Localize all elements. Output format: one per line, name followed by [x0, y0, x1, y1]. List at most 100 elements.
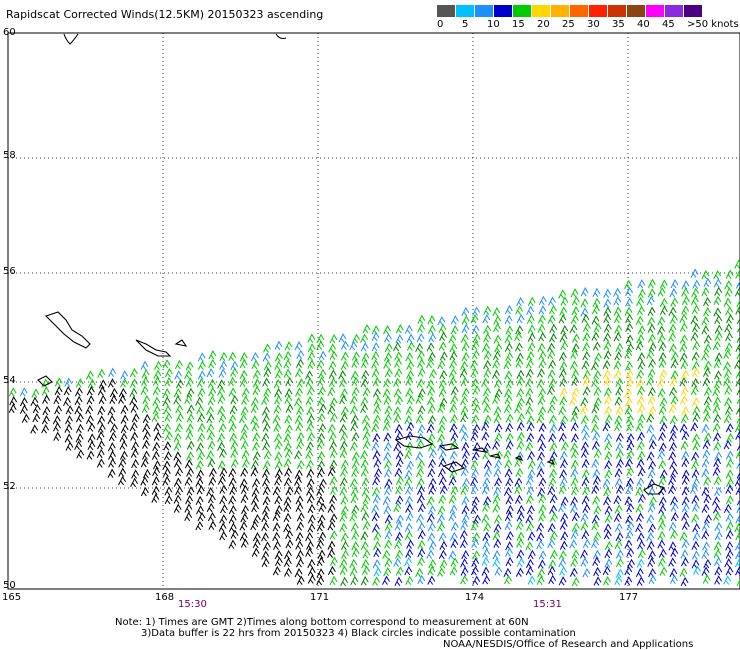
wind-barb — [219, 467, 228, 477]
wind-barb — [494, 388, 503, 398]
wind-barb — [42, 394, 51, 404]
wind-barb — [340, 351, 349, 361]
wind-barb — [141, 368, 150, 379]
wind-barb — [713, 370, 722, 380]
wind-barb — [460, 360, 468, 371]
wind-barb — [262, 377, 271, 387]
wind-barb — [163, 450, 172, 461]
wind-barb — [536, 467, 545, 478]
wind-barb — [493, 523, 502, 533]
wind-barb — [450, 538, 459, 548]
wind-barb — [341, 549, 349, 560]
wind-barb — [262, 460, 271, 470]
wind-barb — [712, 422, 721, 432]
wind-barb — [296, 575, 305, 585]
wind-barb — [559, 450, 568, 461]
wind-barb — [131, 469, 140, 479]
wind-barb — [437, 424, 446, 434]
wind-barb — [206, 405, 214, 416]
wind-barb — [329, 475, 338, 486]
wind-barb — [701, 458, 710, 468]
wind-barb — [549, 504, 558, 514]
wind-barb — [549, 530, 558, 541]
legend-label: 20 — [537, 19, 550, 30]
wind-barb — [250, 459, 259, 470]
wind-barb — [581, 476, 590, 487]
wind-barb — [681, 287, 690, 297]
wind-barb — [505, 379, 514, 389]
wind-barb — [439, 540, 448, 550]
wind-barb — [560, 441, 569, 451]
wind-barb — [351, 358, 360, 368]
wind-barb — [625, 477, 634, 487]
wind-barb — [151, 412, 160, 422]
wind-barb — [724, 287, 733, 297]
wind-barb — [580, 396, 589, 407]
wind-barb — [459, 529, 468, 540]
wind-barb — [516, 504, 525, 515]
lon-label-168: 168 — [155, 592, 175, 603]
wind-barb — [603, 306, 612, 316]
wind-barb — [395, 395, 404, 405]
wind-barb — [723, 377, 731, 387]
wind-barb — [197, 352, 206, 362]
wind-barb — [427, 532, 436, 542]
wind-barb — [570, 412, 579, 422]
wind-barb — [262, 485, 271, 496]
wind-barb — [571, 387, 580, 397]
wind-barb — [647, 469, 656, 479]
wind-barb — [603, 313, 612, 324]
wind-barb — [426, 496, 435, 506]
wind-barb — [580, 405, 589, 415]
wind-barb — [505, 351, 514, 362]
wind-barb — [86, 450, 95, 460]
wind-barb — [152, 441, 161, 452]
wind-barb — [372, 494, 381, 504]
coastline-segment — [546, 459, 556, 465]
wind-barb — [162, 396, 171, 406]
wind-barb — [118, 458, 127, 468]
wind-barb — [228, 477, 237, 487]
wind-barb — [558, 550, 567, 560]
wind-barb — [305, 531, 314, 542]
wind-barb — [559, 540, 568, 550]
wind-barb — [206, 423, 215, 433]
wind-barb — [316, 340, 325, 350]
wind-barb — [471, 397, 480, 407]
wind-barb — [570, 459, 579, 469]
legend-label: 5 — [462, 19, 469, 30]
wind-barb — [252, 477, 261, 488]
wind-barb — [251, 495, 259, 505]
wind-barb — [108, 367, 117, 377]
wind-barb — [492, 494, 501, 504]
wind-barb — [373, 547, 382, 558]
wind-barb — [217, 432, 226, 443]
wind-barb — [186, 387, 195, 398]
wind-barb — [228, 422, 237, 432]
wind-barb — [262, 495, 271, 506]
wind-barb — [483, 386, 491, 397]
wind-barb — [383, 432, 392, 442]
wind-barb — [405, 387, 414, 397]
wind-barb — [603, 530, 612, 540]
wind-barb — [383, 504, 392, 515]
wind-barb — [658, 512, 667, 523]
wind-barb — [318, 531, 327, 541]
wind-barb — [460, 485, 469, 495]
wind-barb — [296, 405, 305, 415]
wind-barb — [437, 433, 446, 443]
wind-barb — [306, 385, 315, 396]
wind-barb — [54, 405, 63, 415]
wind-barb — [668, 475, 677, 486]
wind-barb — [85, 414, 94, 425]
wind-barb — [735, 305, 740, 315]
wind-barb — [394, 358, 402, 368]
wind-barb — [690, 331, 699, 341]
wind-barb — [197, 422, 206, 432]
wind-barb — [316, 556, 325, 566]
wind-barb — [592, 495, 601, 505]
wind-barb — [439, 351, 448, 361]
wind-barb — [472, 403, 481, 414]
wind-barb — [560, 458, 568, 469]
wind-barb — [471, 538, 480, 548]
